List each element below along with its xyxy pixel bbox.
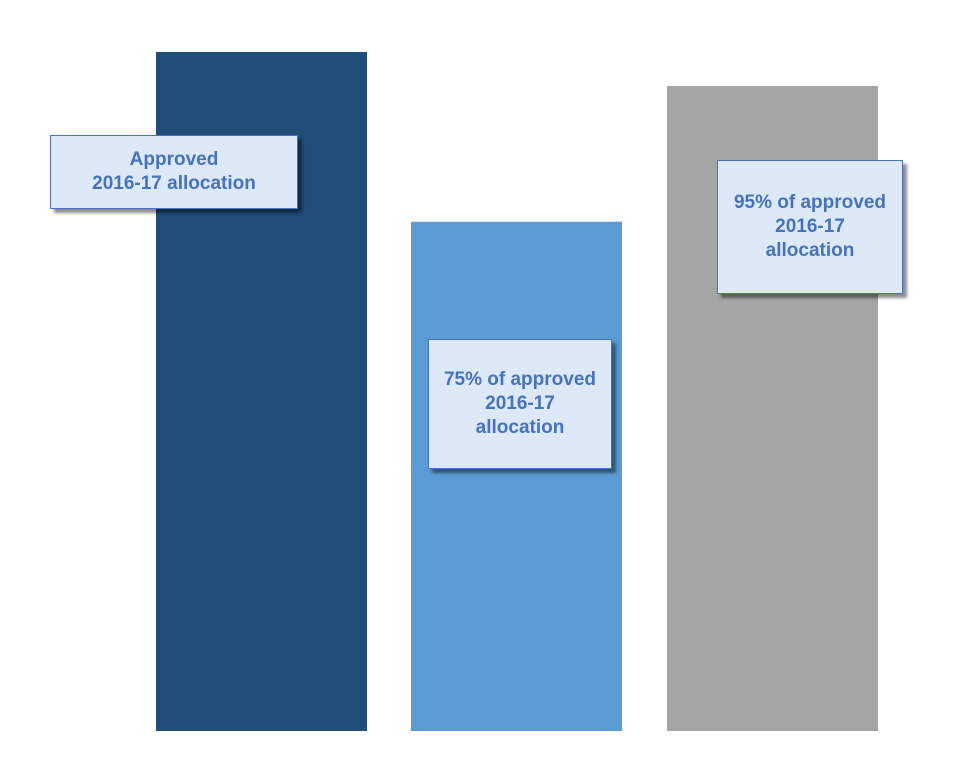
callout-75-percent: 75% of approved 2016-17 allocation	[428, 339, 612, 469]
callout-approved-allocation: Approved 2016-17 allocation	[50, 135, 298, 209]
callout-95-percent: 95% of approved 2016-17 allocation	[717, 160, 903, 294]
bar-75-percent	[411, 221, 622, 731]
